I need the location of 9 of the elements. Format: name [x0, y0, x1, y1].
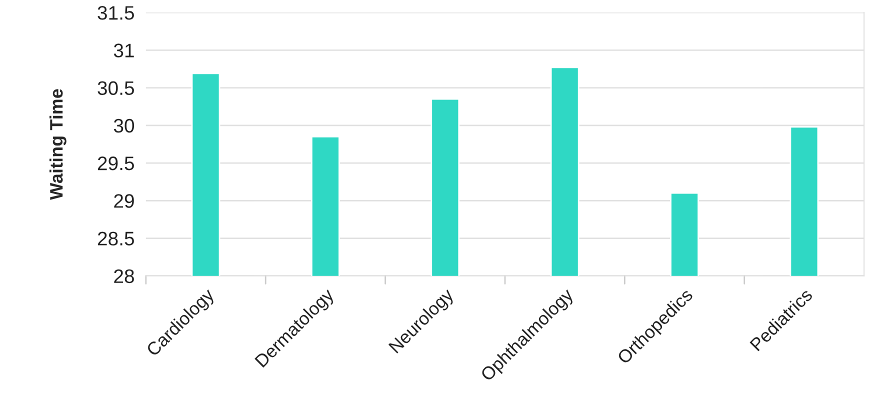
y-tick-label: 29.5: [98, 156, 134, 170]
y-tick-label: 31.5: [98, 6, 134, 20]
y-tick-label: 30.5: [98, 81, 134, 96]
y-axis-title: Waiting Time: [49, 89, 66, 200]
y-tick-label: 31: [114, 44, 134, 58]
y-tick-label: 28: [114, 269, 134, 284]
y-tick-label: 29: [114, 194, 134, 208]
y-tick-label: 28.5: [98, 232, 134, 246]
y-tick-label: 30: [114, 118, 134, 133]
